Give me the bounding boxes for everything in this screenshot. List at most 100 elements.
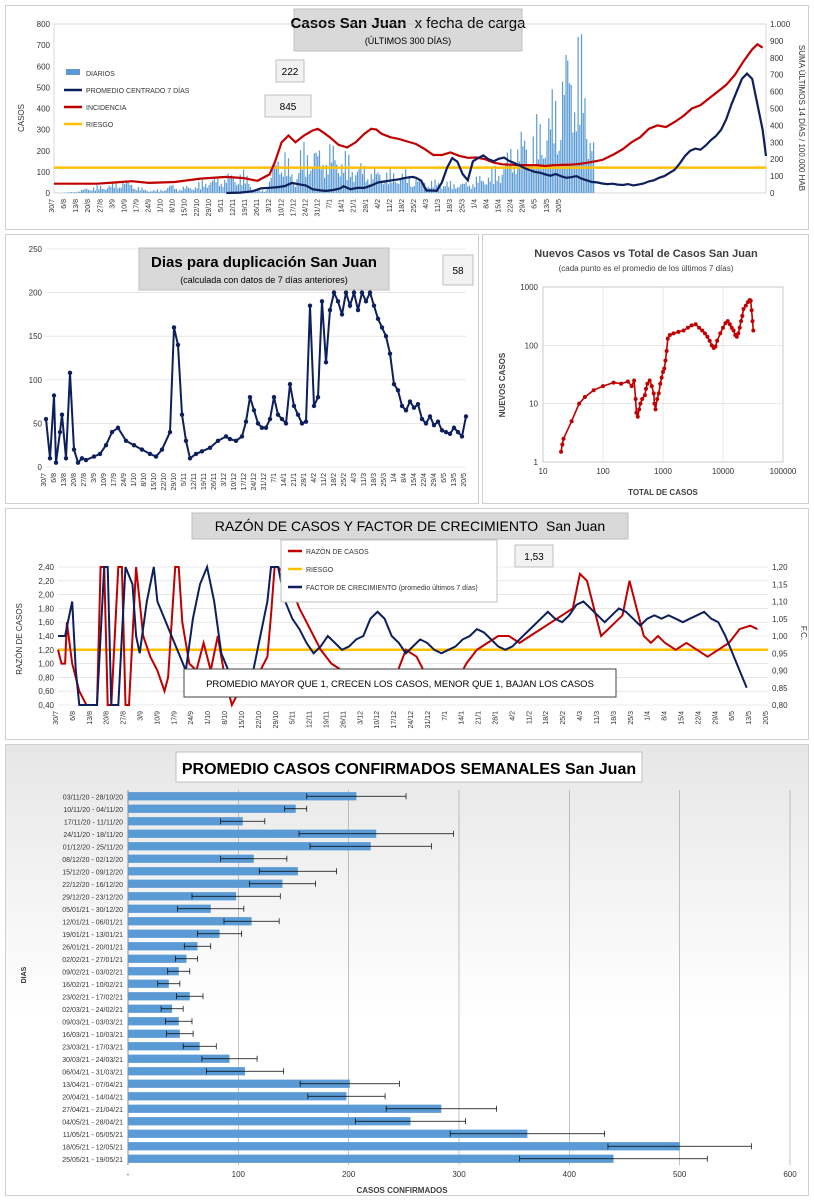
razon-xtick: 24/9 [188,711,195,725]
semanales-bars: 03/11/20 - 28/10/20 10/11/20 - 04/11/20 17… [62,792,752,1164]
semanales-category-label: 15/12/20 - 09/12/20 [62,869,123,876]
semanales-category-label: 02/02/21 - 27/01/21 [62,957,123,964]
duplicacion-point [103,443,109,448]
casos-bar [205,183,207,193]
duplicacion-point [435,419,441,424]
casos-bar [179,189,181,193]
razon-xtick: 20/8 [104,711,111,725]
casos-bar [487,177,490,193]
casos-bar [449,180,452,193]
semanales-bar [128,892,237,901]
duplicacion-xtick: 15/4 [411,473,418,487]
duplicacion-markers [43,290,469,465]
duplicacion-xtick: 6/5 [441,473,448,483]
casos-bar [551,89,553,193]
casos-bar [96,185,98,193]
duplicacion-xtick: 19/11 [201,473,208,490]
nuevos-casos-point [656,391,661,396]
semanales-category-label: 25/05/21 - 19/05/21 [62,1157,123,1164]
duplicacion-xtick: 8/4 [401,473,408,483]
casos-xtick: 29/10 [206,199,213,217]
semanales-bar [128,929,220,938]
casos-bar [580,34,583,194]
factor-line [58,563,748,706]
duplicacion-xtick: 12/11 [191,473,198,490]
casos-bar [180,190,183,193]
casos-chart-panel: Casos San Juan x fecha de carga (ÚLTIMOS… [5,5,809,230]
duplicacion-point [403,408,409,413]
nuevos-casos-point [561,436,566,441]
casos-bar [132,188,134,193]
casos-xtick: 22/4 [508,199,515,213]
casos-bar [287,158,290,193]
casos-bar [491,167,493,193]
duplicacion-xtick: 10/9 [101,473,108,487]
duplicacion-line [45,288,467,465]
casos-bar [79,191,81,193]
razon-xtick: 25/3 [628,711,635,725]
casos-bar [529,172,531,193]
duplicacion-point [91,454,97,459]
casos-xtick: 11/2 [387,199,394,212]
casos-bar [527,164,529,193]
casos-bar [444,186,446,193]
duplicacion-xtick: 4/2 [311,473,318,483]
nuevos-casos-xtick: 10000 [712,467,735,476]
duplicacion-point [343,290,349,295]
razon-title-box [191,512,629,540]
legend-factor-label: FACTOR DE CRECIMIENTO (promedio últimos … [306,585,478,592]
semanales-bar [128,792,357,801]
casos-bar [299,150,302,193]
casos-bar [394,182,396,193]
casos-bar [344,150,346,193]
duplicacion-point [147,451,153,457]
nuevos-casos-point [653,407,658,412]
duplicacion-ytick: 50 [33,419,42,428]
semanales-bar [128,817,243,826]
nuevos-casos-point [655,397,660,402]
casos-bar [301,169,303,193]
nuevos-casos-point [707,338,712,343]
casos-bar [296,178,298,193]
nuevos-casos-point [619,381,624,386]
casos-xtick: 20/8 [85,199,92,213]
duplicacion-point [279,416,285,422]
razon-xtick: 1/4 [645,711,652,721]
nuevos-casos-point [676,329,681,334]
casos-xtick: 25/2 [411,199,418,213]
duplicacion-xtick: 6/8 [51,473,58,483]
duplicacion-subtitle: (calculada con datos de 7 días anteriore… [180,275,348,285]
nuevos-casos-point [577,401,582,406]
duplicacion-xtick: 1/4 [391,473,398,483]
casos-bar [474,187,476,193]
duplicacion-point [259,425,265,430]
casos-ytick: 400 [37,105,51,114]
casos-bar [94,190,96,193]
casos-bar [143,190,145,193]
casos-bar [134,189,136,193]
casos-axes: 0 100 200 300 400 500 600 700 800 0 100 200 300 400 50… [37,20,791,217]
nuevos-casos-point [743,303,748,308]
semanales-bar [128,1042,200,1051]
semanales-bar [128,854,254,863]
casos-xtick: 11/3 [435,199,442,212]
casos-bar [555,100,557,193]
semanales-bar [128,1079,350,1088]
casos-bar [399,179,402,193]
semanales-category-label: 29/12/20 - 23/12/20 [62,894,123,901]
duplicacion-point [291,403,297,409]
casos-bar [306,155,309,193]
casos-bar [82,189,84,193]
casos-bar [203,186,205,193]
semanales-xtick: 400 [563,1170,577,1179]
razon-xtick: 18/2 [543,711,550,725]
duplicacion-point [443,429,449,435]
razon-xtick: 15/4 [678,711,685,725]
casos-bars [55,34,595,194]
razon-xtick: 29/4 [712,711,719,725]
razon-xtick: 22/4 [695,711,702,725]
nuevos-casos-point [632,378,637,383]
duplicacion-point [79,456,85,461]
duplicacion-point [175,342,181,348]
nuevos-casos-xtick: 100000 [770,467,797,476]
